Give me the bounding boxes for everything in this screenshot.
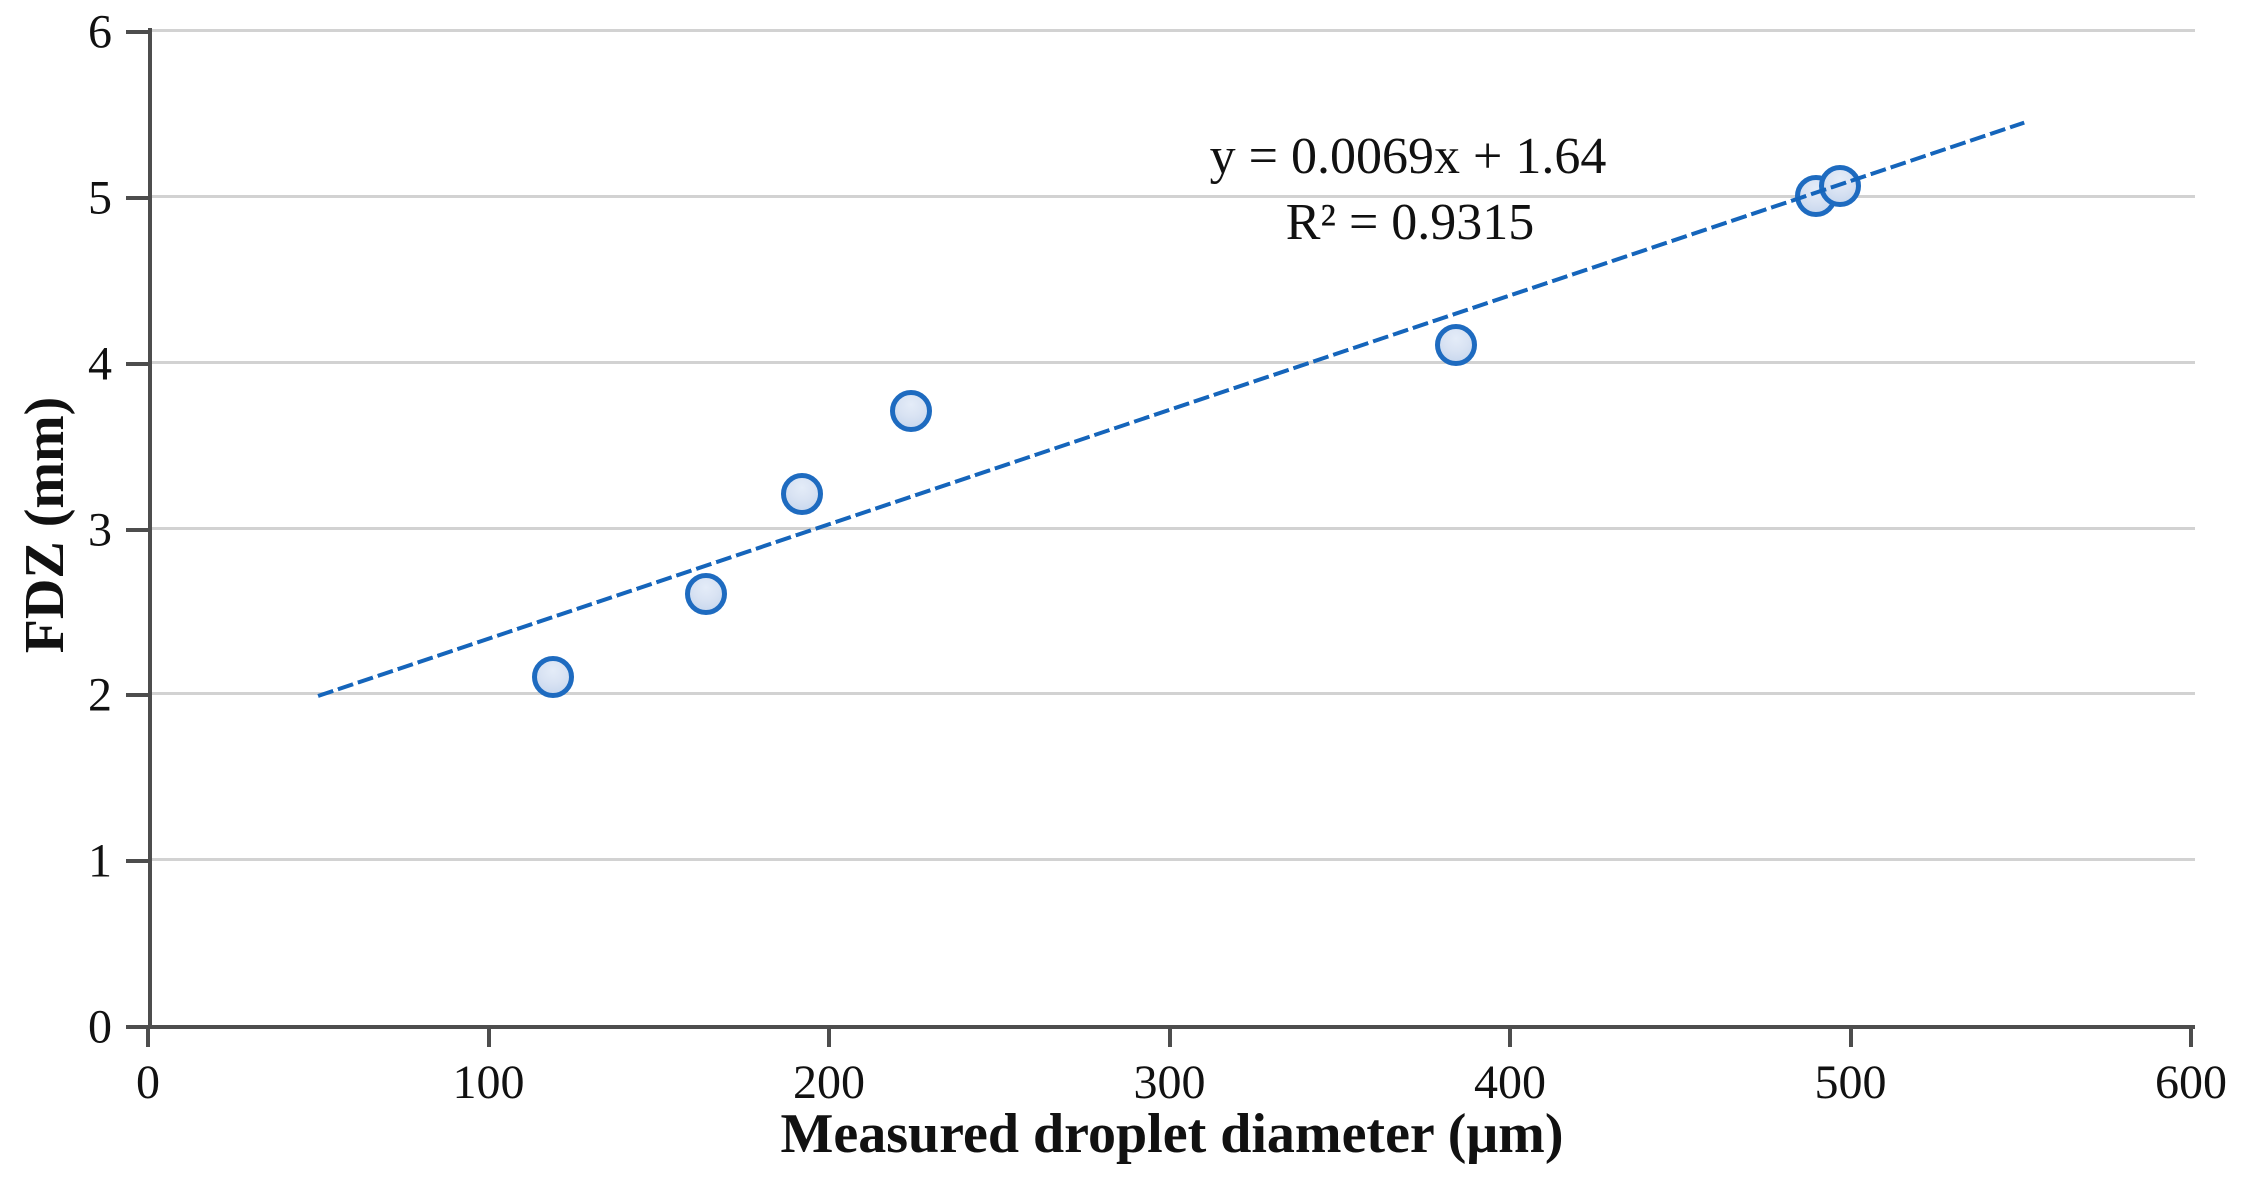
x-tick-label: 600 (2155, 1056, 2227, 1109)
x-axis-line (126, 1025, 2195, 1029)
y-tick-label: 6 (88, 5, 112, 59)
y-tick-label: 0 (88, 1000, 112, 1054)
x-tick-label: 500 (1814, 1056, 1887, 1109)
trendline-r-squared-label: R² = 0.9315 (1285, 194, 1535, 251)
y-axis-tick (126, 527, 150, 532)
y-tick-label: 4 (88, 337, 112, 391)
y-tick-label: 2 (88, 668, 112, 722)
x-tick-label: 200 (793, 1056, 865, 1109)
x-tick-label: 400 (1474, 1056, 1546, 1109)
data-point-marker (685, 572, 728, 615)
x-axis-tick (2189, 1025, 2193, 1047)
data-point-marker (780, 473, 823, 516)
y-axis-tick (126, 30, 150, 34)
x-axis-tick (1167, 1025, 1172, 1047)
y-tick-label: 1 (88, 834, 112, 888)
horizontal-gridline (148, 692, 2195, 696)
y-axis-tick (126, 859, 150, 864)
data-point-marker (1434, 324, 1477, 367)
horizontal-gridline (148, 858, 2195, 862)
horizontal-gridline (148, 360, 2195, 364)
y-tick-label: 5 (88, 171, 112, 225)
x-axis-tick (1508, 1025, 1512, 1047)
horizontal-gridline (148, 29, 2195, 32)
y-axis-tick (126, 195, 150, 200)
trendline (317, 120, 2025, 698)
x-tick-label: 0 (136, 1056, 160, 1109)
y-axis-title: FDZ (mm) (14, 396, 76, 654)
y-axis-tick (126, 693, 150, 698)
y-axis-line (148, 28, 152, 1027)
horizontal-gridline (148, 526, 2195, 530)
y-axis-tick (126, 1025, 150, 1029)
x-axis-tick (146, 1025, 150, 1047)
data-point-marker (532, 655, 575, 698)
data-point-marker (889, 390, 932, 433)
trendline-equation-label: y = 0.0069x + 1.64 (1209, 128, 1607, 185)
x-tick-label: 300 (1133, 1056, 1206, 1109)
y-axis-tick (126, 361, 150, 366)
y-tick-label: 3 (88, 503, 112, 556)
x-axis-tick (486, 1025, 491, 1047)
horizontal-gridline (148, 194, 2195, 198)
x-axis-tick (1848, 1025, 1853, 1047)
x-tick-label: 100 (452, 1056, 525, 1109)
x-axis-tick (827, 1025, 831, 1047)
x-axis-title: Measured droplet diameter (μm) (780, 1103, 1564, 1165)
